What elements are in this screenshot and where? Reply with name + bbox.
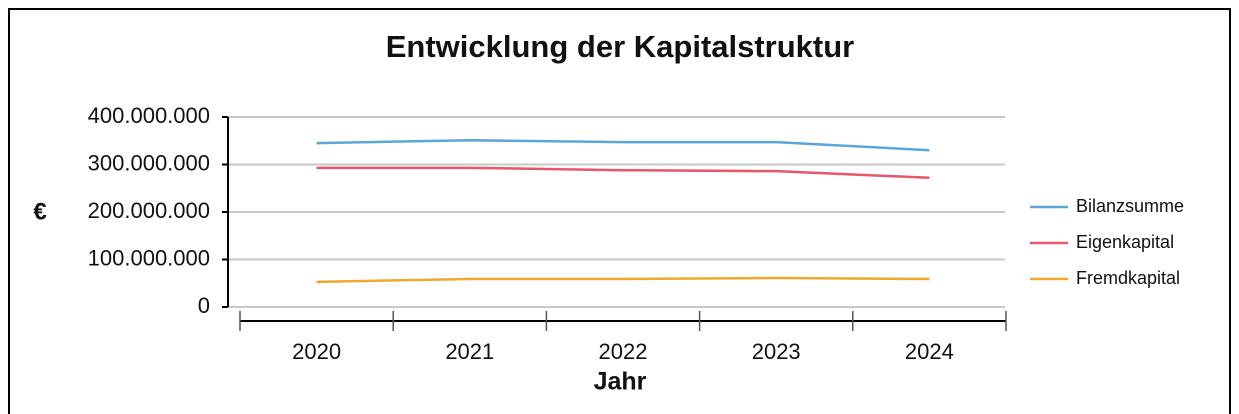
line [316, 276, 930, 284]
line [316, 139, 930, 152]
y-tick-label: 300.000.000 [88, 150, 210, 175]
x-tick-label: 2024 [905, 339, 954, 364]
legend-label: Eigenkapital [1076, 232, 1174, 252]
frame [8, 8, 1231, 414]
y-axis-label: € [33, 198, 46, 225]
line [316, 166, 930, 180]
chart-title: Entwicklung der Kapitalstruktur [386, 29, 855, 64]
legend-label: Fremdkapital [1076, 268, 1180, 288]
x-tick-label: 2022 [599, 339, 648, 364]
y-tick-label: 200.000.000 [88, 198, 210, 223]
x-tick-label: 2021 [445, 339, 494, 364]
x-axis-label: Jahr [594, 368, 647, 396]
y-tick-label: 400.000.000 [88, 103, 210, 128]
legend-label: Bilanzsumme [1076, 196, 1184, 216]
y-tick-label: 0 [198, 293, 210, 318]
x-tick-label: 2020 [292, 339, 341, 364]
x-tick-label: 2023 [752, 339, 801, 364]
y-tick-label: 100.000.000 [88, 245, 210, 270]
